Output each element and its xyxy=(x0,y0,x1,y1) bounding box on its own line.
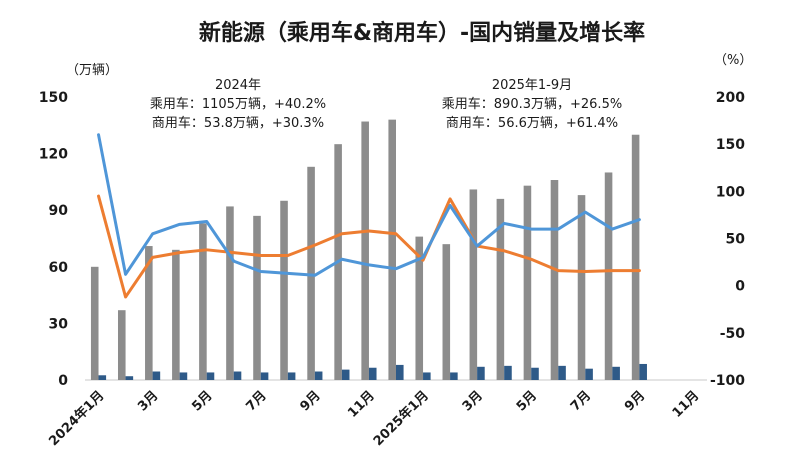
bar-series-1 xyxy=(172,249,180,380)
bar-series-1 xyxy=(253,215,261,380)
line-series-2 xyxy=(97,133,641,277)
bar-series-1 xyxy=(469,189,478,380)
x-tick-label: 2024年1月 xyxy=(46,388,108,450)
bar-series-1 xyxy=(307,166,315,380)
bar-series-2 xyxy=(585,368,593,380)
line-series-1 xyxy=(97,194,641,299)
bar-series-2 xyxy=(450,372,458,380)
annotation-1-line-2: 乘用车：1105万辆，+40.2% xyxy=(150,96,326,112)
x-tick-label: 5月 xyxy=(514,388,540,414)
x-tick-label: 3月 xyxy=(135,388,161,414)
bar-series-1 xyxy=(199,223,207,380)
bar-series-1 xyxy=(280,200,288,380)
right-tick-label: -50 xyxy=(720,326,746,342)
x-tick-label: 7月 xyxy=(568,388,594,414)
bar-series-1 xyxy=(631,134,640,380)
bar-series-2 xyxy=(152,371,161,380)
left-tick-label: 60 xyxy=(49,260,69,276)
bar-series-2 xyxy=(260,372,269,380)
right-tick-label: 150 xyxy=(716,137,745,153)
left-tick-label: 30 xyxy=(49,316,69,332)
left-tick-label: 90 xyxy=(49,203,69,219)
bar-series-2 xyxy=(341,369,350,380)
bar-series-2 xyxy=(558,365,566,380)
bar-series-2 xyxy=(423,372,431,380)
bar-series-1 xyxy=(415,236,424,380)
bar-series-1 xyxy=(90,266,99,380)
bar-series-2 xyxy=(314,371,323,380)
bar-series-1 xyxy=(523,185,532,380)
bar-series-1 xyxy=(117,310,126,380)
annotation-1-line-3: 商用车：53.8万辆，+30.3% xyxy=(152,115,324,131)
right-tick-label: 200 xyxy=(716,90,745,106)
right-axis-unit: （%） xyxy=(714,53,752,68)
bar-series-2 xyxy=(639,363,647,380)
bar-series-1 xyxy=(604,172,613,380)
bar-series-1 xyxy=(442,244,451,380)
bar-series-2 xyxy=(98,375,107,380)
chart-title: 新能源（乘用车&商用车）-国内销量及增长率 xyxy=(199,20,645,46)
left-tick-label: 120 xyxy=(39,147,68,163)
bar-series-2 xyxy=(206,372,215,380)
bar-series-2 xyxy=(612,366,620,380)
bar-series-2 xyxy=(504,365,512,380)
bar-series-2 xyxy=(531,367,539,380)
x-tick-label: 7月 xyxy=(243,388,269,414)
bar-series-2 xyxy=(233,371,242,380)
bar-series-1 xyxy=(577,195,586,380)
x-tick-label: 11月 xyxy=(670,388,703,421)
left-tick-label: 0 xyxy=(58,373,68,389)
annotation-2-line-1: 2025年1-9月 xyxy=(492,78,572,93)
x-tick-label: 11月 xyxy=(345,388,378,421)
left-tick-label: 150 xyxy=(39,90,68,106)
bar-series-1 xyxy=(145,246,153,380)
right-tick-label: -100 xyxy=(710,373,745,389)
bar-series-1 xyxy=(550,180,559,380)
x-tick-label: 9月 xyxy=(298,388,324,414)
annotation-1-line-1: 2024年 xyxy=(215,78,261,93)
bar-series-1 xyxy=(496,198,505,380)
bar-series-1 xyxy=(361,121,369,380)
x-tick-label: 5月 xyxy=(189,388,215,414)
x-tick-label: 9月 xyxy=(622,388,648,414)
bar-series-2 xyxy=(477,366,485,380)
x-tick-label: 2025年1月 xyxy=(370,388,432,450)
bar-series-2 xyxy=(396,364,404,380)
bar-series-2 xyxy=(179,372,188,380)
right-tick-label: 50 xyxy=(726,232,746,248)
x-tick-label: 3月 xyxy=(460,388,486,414)
annotation-2-line-3: 商用车：56.6万辆，+61.4% xyxy=(446,115,618,131)
bar-series-2 xyxy=(368,367,377,380)
bar-series-1 xyxy=(388,119,396,380)
bar-series-1 xyxy=(226,206,234,380)
bar-series-2 xyxy=(125,376,134,380)
bar-series-2 xyxy=(287,372,296,380)
left-axis-unit: （万辆） xyxy=(66,63,118,78)
right-tick-label: 0 xyxy=(735,279,745,295)
right-tick-label: 100 xyxy=(716,184,745,200)
annotation-2-line-2: 乘用车：890.3万辆，+26.5% xyxy=(442,96,622,112)
